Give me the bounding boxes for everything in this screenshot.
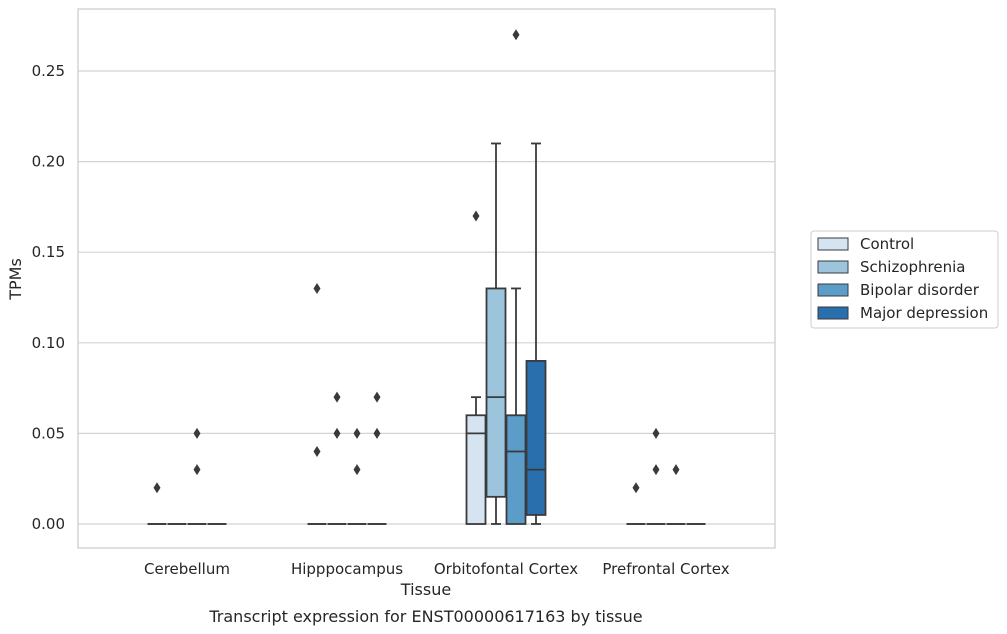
outlier-point [373, 391, 381, 403]
x-tick-label: Orbitofontal Cortex [434, 560, 578, 578]
y-tick-label: 0.20 [32, 153, 65, 171]
outlier-point [632, 482, 640, 494]
box-control [465, 396, 487, 525]
outlier-point [333, 427, 341, 439]
outlier-point [373, 427, 381, 439]
y-tick-label: 0.25 [32, 62, 65, 80]
y-tick-label: 0.00 [32, 515, 65, 533]
box-series [147, 142, 706, 525]
legend: Control Schizophrenia Bipolar disorder Majo… [810, 230, 999, 329]
outlier-point [512, 29, 520, 41]
y-tick-label: 0.15 [32, 243, 65, 261]
outlier-point [652, 427, 660, 439]
legend-label: Major depression [860, 304, 988, 322]
box-major-depression [525, 142, 547, 525]
y-tick-label: 0.10 [32, 334, 65, 352]
outlier-points [153, 29, 680, 494]
outlier-point [153, 482, 161, 494]
y-axis-label: TPMs [6, 258, 25, 301]
y-tick-label: 0.05 [32, 424, 65, 442]
box-body [505, 414, 527, 525]
outlier-point [333, 391, 341, 403]
x-axis-ticks: Cerebellum Hipppocampus Orbitofontal Corte… [144, 560, 730, 578]
legend-swatch [817, 260, 849, 274]
outlier-point [652, 464, 660, 476]
legend-label: Control [860, 235, 914, 253]
legend-label: Bipolar disorder [860, 281, 980, 299]
outlier-point [472, 210, 480, 222]
box-body [525, 360, 547, 516]
x-tick-label: Cerebellum [144, 560, 230, 578]
y-axis-ticks: 0.00 0.05 0.10 0.15 0.20 0.25 [32, 62, 65, 533]
box-bipolar-disorder [505, 287, 527, 525]
outlier-point [313, 282, 321, 294]
legend-swatch [817, 306, 849, 320]
outlier-point [672, 464, 680, 476]
x-axis-label: Tissue [400, 580, 451, 599]
outlier-point [353, 427, 361, 439]
legend-swatch [817, 237, 849, 251]
gridlines [78, 70, 775, 525]
box-schizophrenia [485, 142, 507, 525]
box-body [465, 414, 487, 525]
legend-frame [810, 230, 999, 329]
outlier-point [193, 464, 201, 476]
legend-swatch [817, 283, 849, 297]
x-tick-label: Hipppocampus [291, 560, 403, 578]
chart-caption: Transcript expression for ENST0000061716… [208, 607, 642, 626]
legend-label: Schizophrenia [860, 258, 965, 276]
x-tick-label: Prefrontal Cortex [602, 560, 729, 578]
outlier-point [193, 427, 201, 439]
box-body [485, 287, 507, 498]
outlier-point [313, 446, 321, 458]
plot-area-frame [77, 8, 776, 549]
outlier-point [353, 464, 361, 476]
